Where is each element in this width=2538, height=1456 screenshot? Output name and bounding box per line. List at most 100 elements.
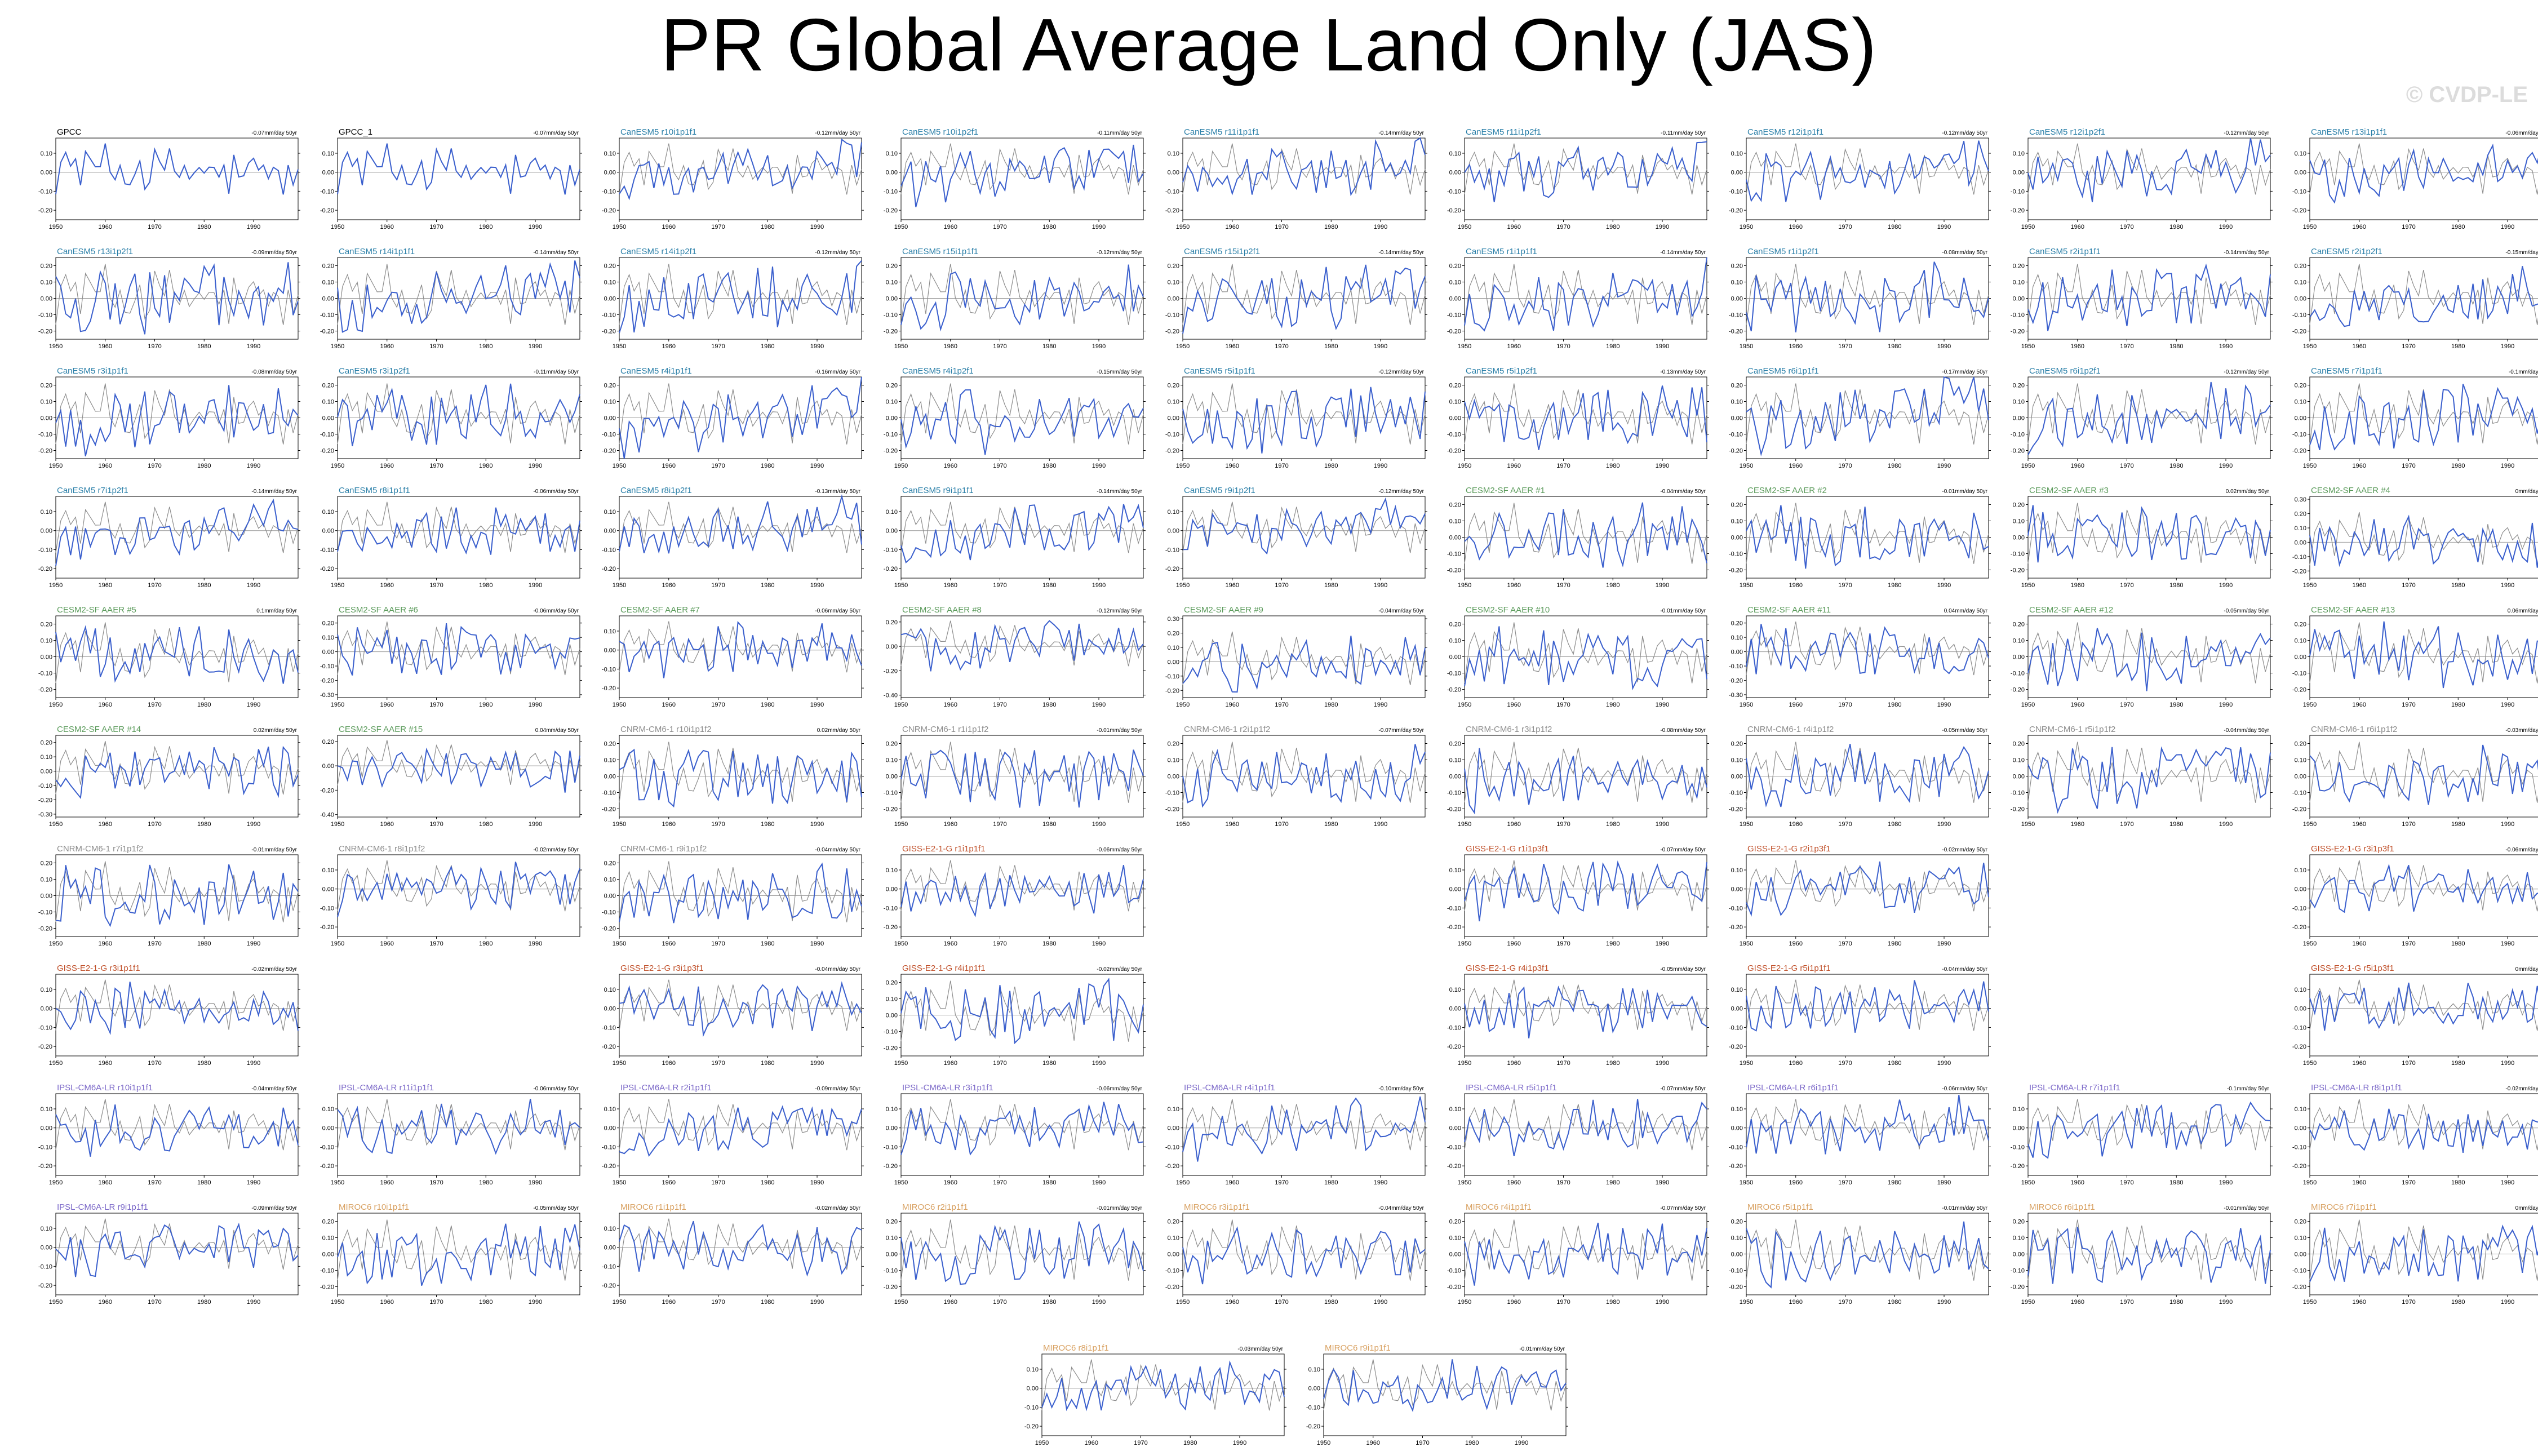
x-tick-label: 1950 <box>1458 821 1471 828</box>
x-tick-label: 1980 <box>761 463 774 469</box>
x-tick-label: 1980 <box>479 940 492 947</box>
y-tick-label: 0.20 <box>1449 741 1461 748</box>
x-tick-label: 1960 <box>1507 1179 1521 1186</box>
panel-canesm5-r9i1p1f1: CanESM5 r9i1p1f1 -0.14mm/day 50yr 0.10 0.00… <box>876 485 1147 589</box>
panel-svg: CESM2-SF AAER #3 0.02mm/day 50yr 0.20 0.10 0… <box>2011 486 2273 589</box>
panel-canesm5-r5i1p1f1: CanESM5 r5i1p1f1 -0.12mm/day 50yr 0.20 0.10… <box>1158 366 1428 470</box>
panel-title: CanESM5 r11i1p1f1 <box>1184 127 1259 137</box>
y-tick-label: 0.00 <box>2295 774 2306 780</box>
x-tick-label: 1980 <box>761 582 774 589</box>
y-tick-label: -0.20 <box>320 1163 334 1170</box>
panel-canesm5-r3i1p1f1: CanESM5 r3i1p1f1 -0.08mm/day 50yr 0.20 0.10… <box>31 366 301 470</box>
panel-cnrm-cm6-1-r4i1p1f2: CNRM-CM6-1 r4i1p1f2 -0.05mm/day 50yr 0.20 0… <box>1721 724 1992 828</box>
panel-ipsl-cm6a-lr-r11i1p1f1: IPSL-CM6A-LR r11i1p1f1 -0.06mm/day 50yr 0.… <box>313 1082 583 1187</box>
panel-trend: -0.12mm/day 50yr <box>1942 130 1987 136</box>
panel-svg: GISS-E2-1-G r1i1p3f1 -0.07mm/day 50yr 0.10… <box>1447 844 1709 947</box>
x-tick-label: 1950 <box>894 463 908 469</box>
y-tick-label: -0.10 <box>1447 790 1461 797</box>
x-tick-label: 1990 <box>529 1299 542 1306</box>
panel-trend: -0.14mm/day 50yr <box>251 489 297 495</box>
panel-trend: -0.06mm/day 50yr <box>533 608 579 614</box>
y-tick-label: 0.20 <box>886 619 898 626</box>
x-tick-label: 1970 <box>1275 582 1288 589</box>
x-tick-label: 1960 <box>1366 1440 1380 1446</box>
y-tick-label: 0.20 <box>41 622 52 628</box>
x-tick-label: 1980 <box>1606 821 1619 828</box>
panel-title: GISS-E2-1-G r3i1p1f1 <box>57 964 140 973</box>
x-tick-label: 1950 <box>1740 1179 1753 1186</box>
y-tick-label: 0.10 <box>2295 1106 2306 1113</box>
y-tick-label: -0.20 <box>2011 687 2025 694</box>
panel-gpcc: GPCC -0.07mm/day 50yr 0.10 0.00 -0.10 -0.20 19… <box>31 127 301 231</box>
panel-title: CESM2-SF AAER #13 <box>2311 605 2395 615</box>
panel-trend: -0.01mm/day 50yr <box>251 847 297 853</box>
model-series-line <box>1182 1096 1426 1162</box>
x-tick-label: 1960 <box>1226 463 1239 469</box>
panel-trend: -0.09mm/day 50yr <box>815 1086 860 1092</box>
x-tick-label: 1960 <box>1507 224 1521 230</box>
panel-svg: MIROC6 r8i1p1f1 -0.03mm/day 50yr 0.10 0.00 -… <box>1024 1343 1286 1446</box>
obs-reference-line <box>2027 143 2271 195</box>
model-series-line <box>900 264 1144 332</box>
x-tick-label: 1990 <box>529 821 542 828</box>
x-tick-label: 1960 <box>1789 1299 1803 1306</box>
x-tick-label: 1950 <box>1176 343 1190 350</box>
panel-title: CanESM5 r15i1p2f1 <box>1184 247 1260 256</box>
x-tick-label: 1990 <box>529 1179 542 1186</box>
y-tick-label: 0.10 <box>1449 1235 1461 1242</box>
panel-title: CESM2-SF AAER #1 <box>1466 486 1545 495</box>
x-tick-label: 1990 <box>1092 1179 1106 1186</box>
y-tick-label: 0.20 <box>41 740 52 747</box>
panel-canesm5-r5i1p2f1: CanESM5 r5i1p2f1 -0.13mm/day 50yr 0.20 0.10… <box>1440 366 1710 470</box>
x-tick-label: 1990 <box>1656 940 1669 947</box>
y-tick-label: 0.00 <box>1168 1125 1179 1132</box>
panel-frame <box>1182 1093 1426 1176</box>
panel-svg: CanESM5 r1i1p2f1 -0.08mm/day 50yr 0.20 0.10… <box>1729 247 1991 350</box>
x-tick-label: 1960 <box>662 1179 676 1186</box>
x-tick-label: 1970 <box>429 343 443 350</box>
y-tick-label: -0.20 <box>1729 924 1743 931</box>
model-series-line <box>2309 863 2538 913</box>
panel-title: GISS-E2-1-G r4i1p1f1 <box>902 964 986 973</box>
x-tick-label: 1990 <box>1374 1179 1387 1186</box>
y-tick-label: 0.20 <box>322 263 334 270</box>
y-tick-label: 0.10 <box>604 399 616 406</box>
y-tick-label: -0.20 <box>2292 924 2306 931</box>
panel-title: CNRM-CM6-1 r9i1p1f2 <box>620 844 707 854</box>
x-tick-label: 1990 <box>1656 1299 1669 1306</box>
y-tick-label: 0.00 <box>322 1125 334 1132</box>
obs-reference-line <box>55 501 299 553</box>
model-series-line <box>55 1104 299 1157</box>
obs-reference-line <box>900 143 1144 195</box>
y-tick-label: 0.00 <box>1308 1386 1320 1392</box>
y-tick-label: 0.10 <box>41 399 52 406</box>
model-series-line <box>337 1223 580 1286</box>
x-tick-label: 1990 <box>1092 1299 1106 1306</box>
y-tick-label: -0.10 <box>884 1268 898 1275</box>
x-tick-label: 1990 <box>2219 1299 2233 1306</box>
x-tick-label: 1950 <box>613 702 626 708</box>
obs-reference-line <box>55 264 299 325</box>
x-tick-label: 1960 <box>2353 821 2366 828</box>
model-series-line <box>900 749 1144 808</box>
x-tick-label: 1960 <box>1226 1299 1239 1306</box>
y-tick-label: 0.10 <box>1449 757 1461 764</box>
x-tick-label: 1990 <box>1092 582 1106 589</box>
x-tick-label: 1980 <box>2169 1299 2183 1306</box>
x-tick-label: 1970 <box>148 1179 161 1186</box>
x-tick-label: 1980 <box>2451 463 2465 469</box>
panel-svg: CanESM5 r11i1p1f1 -0.14mm/day 50yr 0.10 0.0… <box>1165 127 1427 230</box>
panel-title: CanESM5 r5i1p1f1 <box>1184 366 1255 376</box>
y-tick-label: -0.10 <box>1447 432 1461 438</box>
panel-trend: -0.12mm/day 50yr <box>1378 369 1424 375</box>
x-tick-label: 1980 <box>1042 343 1056 350</box>
x-tick-label: 1950 <box>49 463 63 469</box>
x-tick-label: 1980 <box>1888 1179 1901 1186</box>
panel-svg: GISS-E2-1-G r2i1p3f1 -0.02mm/day 50yr 0.10… <box>1729 844 1991 947</box>
model-series-line <box>2027 1227 2271 1284</box>
x-tick-label: 1990 <box>1656 1060 1669 1067</box>
panel-title: CanESM5 r10i1p2f1 <box>902 127 978 137</box>
y-tick-label: 0.10 <box>1168 645 1179 651</box>
model-series-line <box>1182 387 1426 454</box>
y-tick-label: -0.20 <box>1447 329 1461 335</box>
